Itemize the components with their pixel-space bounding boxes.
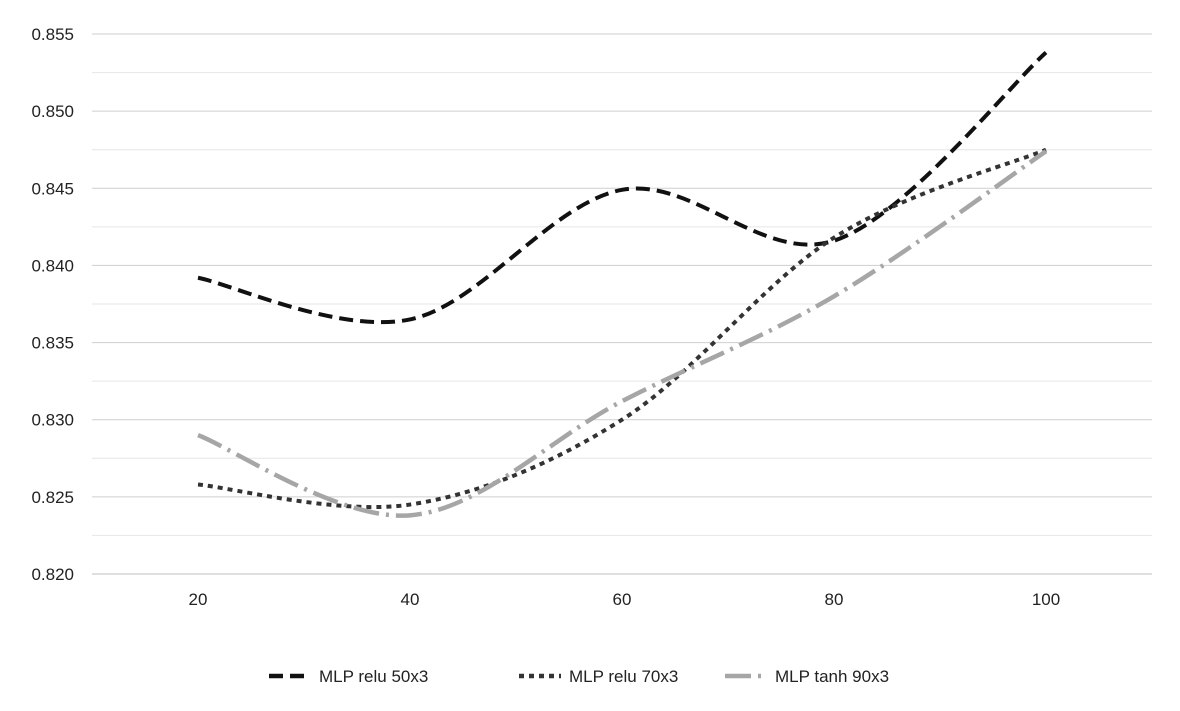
legend-label: MLP tanh 90x3 (775, 667, 889, 686)
legend-item: MLP tanh 90x3 (725, 667, 889, 686)
x-axis-ticks: 20 40 60 80 100 (189, 590, 1061, 609)
y-tick-label: 0.850 (31, 102, 74, 121)
x-tick-label: 100 (1032, 590, 1060, 609)
series-line-2 (197, 147, 1047, 509)
y-tick-label: 0.855 (31, 25, 74, 44)
series-lines (197, 51, 1048, 518)
y-tick-label: 0.835 (31, 334, 74, 353)
y-tick-label: 0.820 (31, 565, 74, 584)
y-axis-ticks: 0.820 0.825 0.830 0.835 0.840 0.845 0.850 0.855 (31, 25, 74, 584)
x-tick-label: 80 (825, 590, 844, 609)
x-tick-label: 60 (613, 590, 632, 609)
y-tick-label: 0.825 (31, 488, 74, 507)
series-line-3 (197, 149, 1048, 518)
legend: MLP relu 50x3 MLP relu 70x3 MLP tanh 90x3 (269, 667, 889, 686)
y-tick-label: 0.845 (31, 179, 74, 198)
x-tick-label: 40 (401, 590, 420, 609)
series-line-1 (197, 51, 1048, 325)
legend-item: MLP relu 70x3 (519, 667, 678, 686)
legend-item: MLP relu 50x3 (269, 667, 428, 686)
x-tick-label: 20 (189, 590, 208, 609)
y-tick-label: 0.840 (31, 256, 74, 275)
y-tick-label: 0.830 (31, 411, 74, 430)
legend-label: MLP relu 50x3 (319, 667, 428, 686)
legend-label: MLP relu 70x3 (569, 667, 678, 686)
